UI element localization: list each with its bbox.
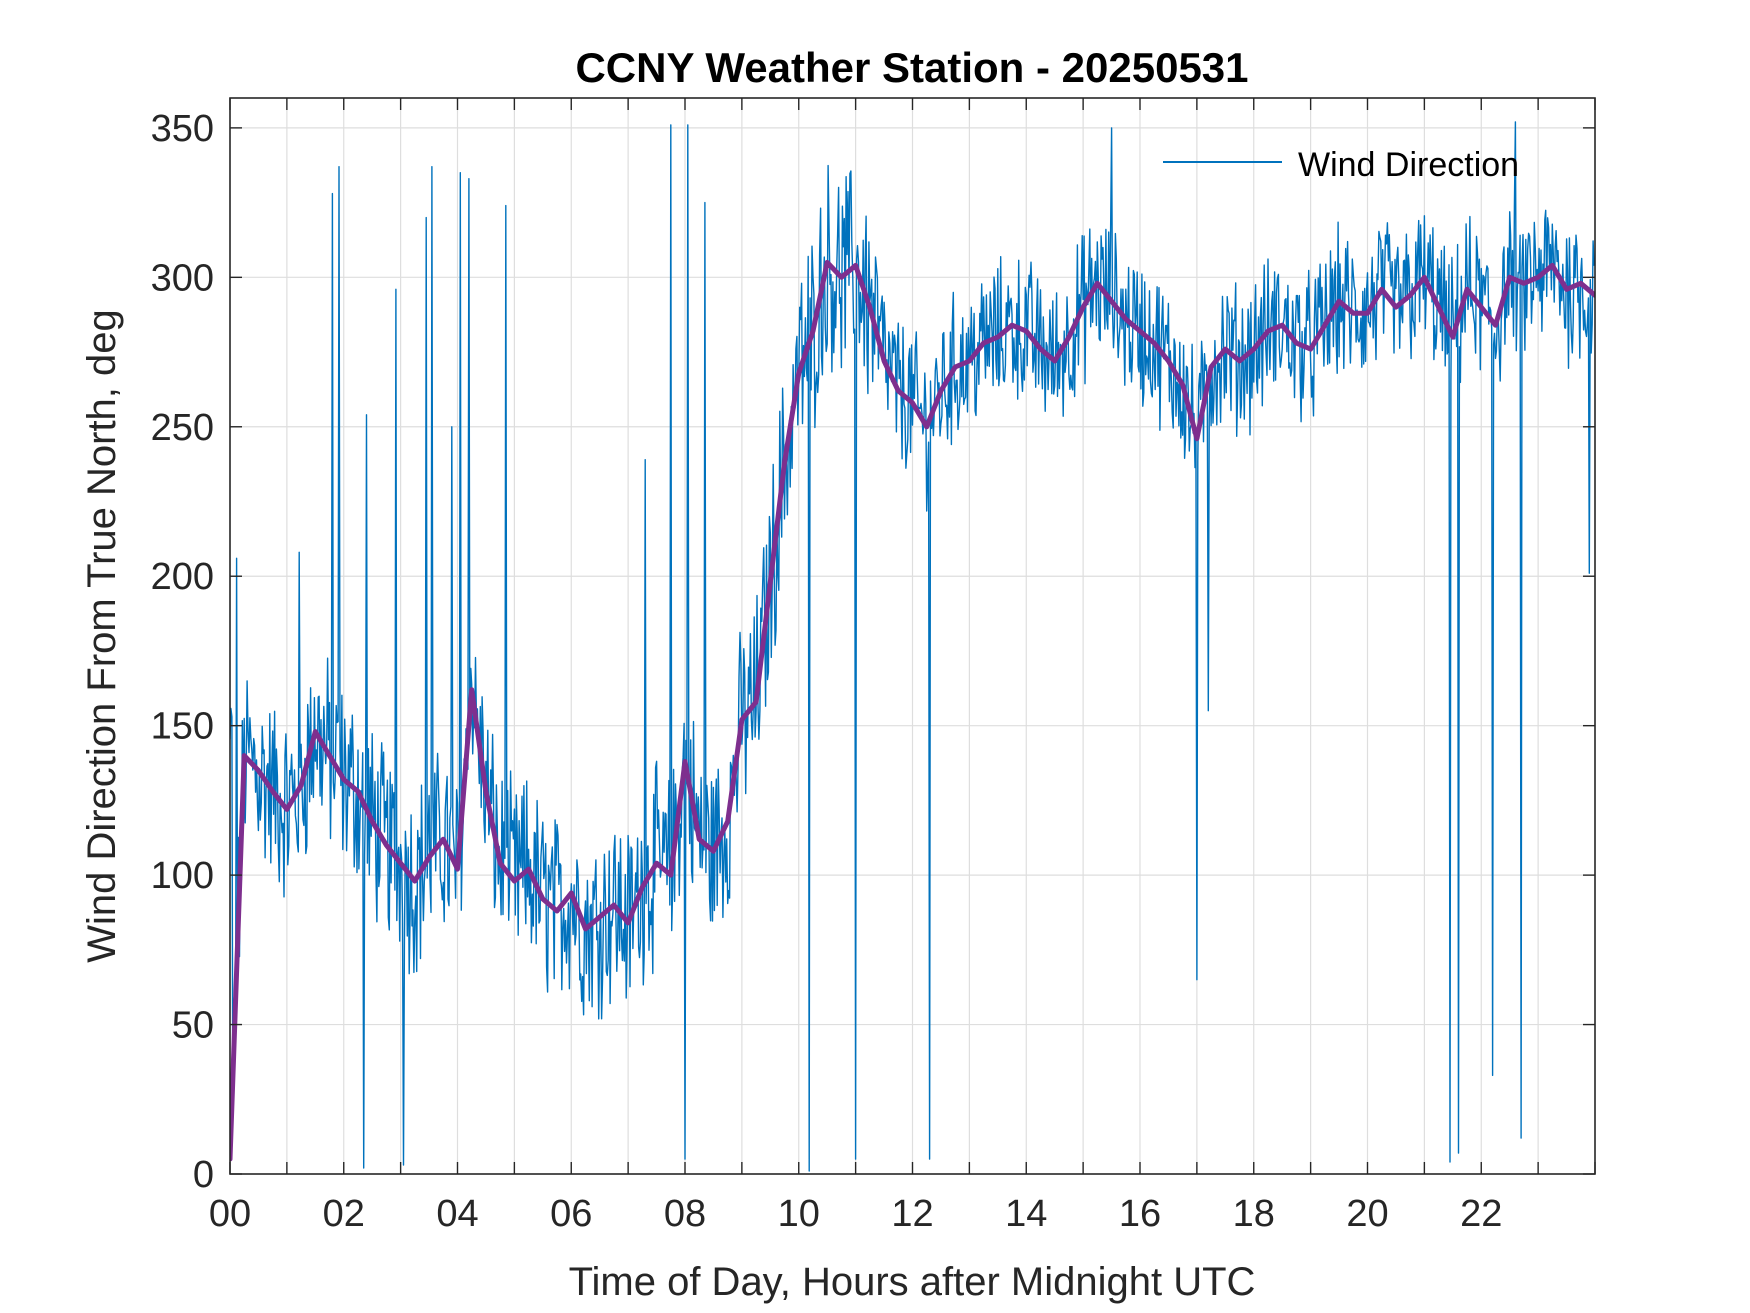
legend-label-wind-direction: Wind Direction xyxy=(1298,146,1519,184)
y-tick-label: 200 xyxy=(151,556,214,598)
x-tick-label: 22 xyxy=(1460,1193,1502,1235)
y-tick-label: 0 xyxy=(193,1154,214,1196)
series-layer xyxy=(230,121,1595,1172)
chart-title: CCNY Weather Station - 20250531 xyxy=(575,44,1248,91)
y-tick-label: 150 xyxy=(151,706,214,748)
x-tick-label: 00 xyxy=(209,1193,251,1235)
x-tick-label: 12 xyxy=(891,1193,933,1235)
x-axis-label: Time of Day, Hours after Midnight UTC xyxy=(569,1260,1256,1304)
y-tick-label: 350 xyxy=(151,108,214,150)
y-tick-label: 250 xyxy=(151,407,214,449)
y-tick-label: 50 xyxy=(172,1005,214,1047)
x-tick-label: 08 xyxy=(664,1193,706,1235)
x-tick-label: 10 xyxy=(778,1193,820,1235)
x-tick-label: 02 xyxy=(323,1193,365,1235)
ticks: 00 02 04 06 08 10 12 14 16 18 20 22 0 50 100 150 200 250 3… xyxy=(151,98,1596,1235)
series-line-running-average xyxy=(230,259,1595,1162)
x-tick-label: 20 xyxy=(1346,1193,1388,1235)
series-line-wind-direction xyxy=(230,121,1595,1172)
x-tick-label: 06 xyxy=(550,1193,592,1235)
x-tick-label: 18 xyxy=(1233,1193,1275,1235)
legend: Wind Direction xyxy=(1163,146,1519,184)
y-tick-label: 100 xyxy=(151,855,214,897)
x-tick-label: 04 xyxy=(436,1193,478,1235)
y-axis-label: Wind Direction From True North, deg xyxy=(80,309,124,963)
x-tick-label: 16 xyxy=(1119,1193,1161,1235)
y-tick-label: 300 xyxy=(151,257,214,299)
x-tick-label: 14 xyxy=(1005,1193,1047,1235)
